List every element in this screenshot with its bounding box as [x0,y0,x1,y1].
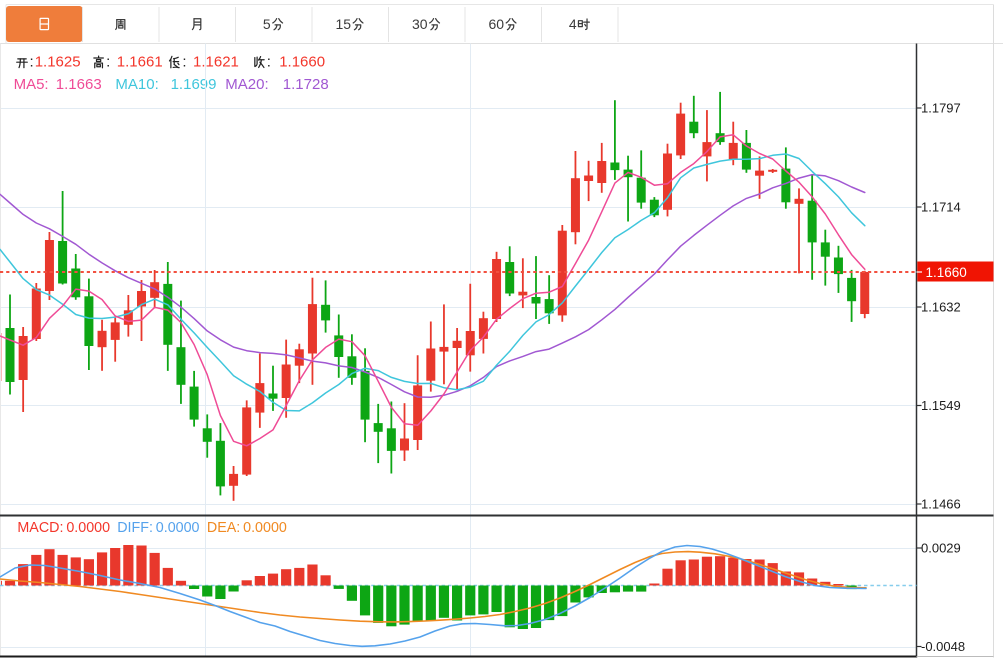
svg-text:DEA: 0.0000: DEA: 0.0000 [207,520,287,536]
svg-text:1.1728: 1.1728 [283,76,329,93]
svg-text:1.1549: 1.1549 [921,398,961,413]
svg-text:MA5:: MA5: [14,76,49,93]
svg-text:1.1714: 1.1714 [921,200,961,215]
svg-text::: : [267,54,271,71]
svg-text:DIFF: 0.0000: DIFF: 0.0000 [117,520,199,536]
svg-text:15: 15 [336,16,352,32]
svg-text::: : [182,54,186,71]
svg-text::: : [106,54,110,71]
svg-text:1.1466: 1.1466 [921,497,961,512]
svg-text:1.1660: 1.1660 [926,265,967,280]
svg-text:1.1663: 1.1663 [56,76,102,93]
svg-text:0.0029: 0.0029 [921,541,961,556]
svg-text:1.1632: 1.1632 [921,300,961,315]
svg-text:MA20:: MA20: [225,76,268,93]
svg-text:1.1797: 1.1797 [921,101,961,116]
svg-text:5: 5 [263,16,271,32]
svg-text:1.1621: 1.1621 [193,54,239,71]
svg-text:60: 60 [489,16,505,32]
svg-text:-0.0048: -0.0048 [921,639,965,654]
svg-text:1.1625: 1.1625 [35,54,81,71]
svg-text:4: 4 [569,16,577,32]
svg-text:1.1661: 1.1661 [117,54,163,71]
svg-text:1.1699: 1.1699 [171,76,217,93]
svg-text:1.1660: 1.1660 [279,54,325,71]
svg-text:30: 30 [412,16,428,32]
svg-text::: : [30,54,34,71]
svg-text:MACD: 0.0000: MACD: 0.0000 [17,520,110,536]
svg-text:MA10:: MA10: [115,76,158,93]
